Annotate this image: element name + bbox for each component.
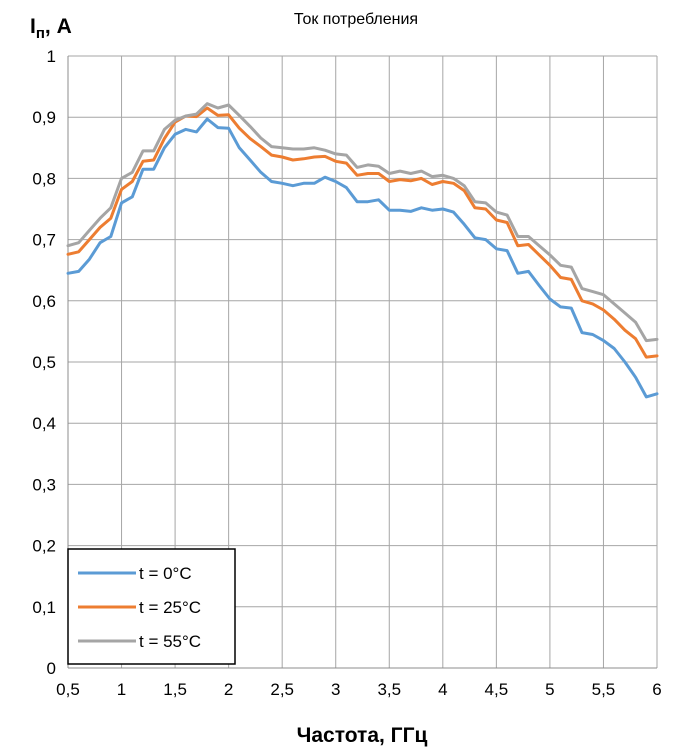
y-axis-title-subscript: п <box>36 25 45 42</box>
x-tick-label: 3,5 <box>377 680 401 699</box>
series-lines <box>66 102 659 399</box>
y-tick-label: 0,6 <box>32 292 56 311</box>
y-tick-label: 0 <box>47 659 56 678</box>
y-tick-label: 0,4 <box>32 414 56 433</box>
x-tick-label: 1 <box>117 680 126 699</box>
x-axis-title: Частота, ГГц <box>297 724 428 747</box>
y-tick-label: 0,8 <box>32 169 56 188</box>
x-tick-label: 4,5 <box>485 680 509 699</box>
legend-label: t = 0°C <box>139 564 192 583</box>
legend: t = 0°C t = 25°C t = 55°C <box>67 548 236 665</box>
grid <box>67 55 658 669</box>
x-tick-label: 3 <box>331 680 340 699</box>
legend-label: t = 25°C <box>139 598 201 617</box>
y-tick-label: 0,5 <box>32 353 56 372</box>
x-tick-label: 1,5 <box>163 680 187 699</box>
legend-items: t = 0°C t = 25°C t = 55°C <box>78 564 201 651</box>
x-tick-label: 5 <box>545 680 554 699</box>
x-tick-label: 5,5 <box>592 680 616 699</box>
y-tick-label: 0,1 <box>32 598 56 617</box>
x-tick-label: 6 <box>652 680 661 699</box>
y-tick-labels: 0 0,1 0,2 0,3 0,4 0,5 0,6 0,7 0,8 0,9 1 <box>32 47 56 678</box>
series-line-1 <box>66 106 659 359</box>
x-tick-label: 2,5 <box>270 680 294 699</box>
x-tick-label: 0,5 <box>56 680 80 699</box>
legend-label: t = 55°C <box>139 632 201 651</box>
x-tick-label: 4 <box>438 680 447 699</box>
x-tick-labels: 0,5 1 1,5 2 2,5 3 3,5 4 4,5 5 5,5 6 <box>56 680 662 699</box>
y-tick-label: 0,2 <box>32 537 56 556</box>
y-tick-label: 0,7 <box>32 231 56 250</box>
y-axis-title-rest: , А <box>45 15 72 38</box>
y-axis-title: Iп, А <box>30 15 72 42</box>
x-tick-label: 2 <box>224 680 233 699</box>
y-tick-label: 0,3 <box>32 475 56 494</box>
chart-title: Ток потребления <box>294 11 418 28</box>
series-line-2 <box>66 102 659 343</box>
y-tick-label: 1 <box>47 47 56 66</box>
y-tick-label: 0,9 <box>32 108 56 127</box>
series-line-0 <box>66 117 659 399</box>
y-axis-title-base: I <box>30 15 36 38</box>
